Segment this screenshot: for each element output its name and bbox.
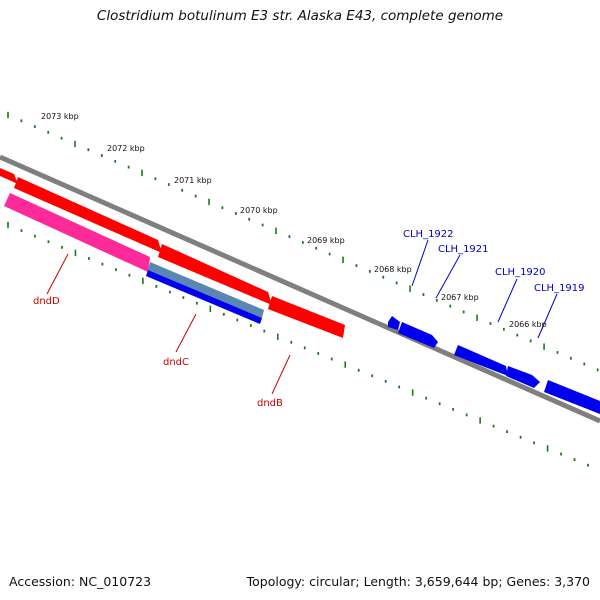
dndC-gene-lower [146,270,262,324]
tick-label: 2066 kbp [509,320,547,329]
gene-label-dndD: dndD [33,296,60,307]
map-title: Clostridium botulinum E3 str. Alaska E43… [96,8,504,24]
lower-scale-ticks [7,221,589,467]
reverse-genes [388,316,600,414]
gene-label-CLH_1919: CLH_1919 [534,283,585,294]
tick-label: 2073 kbp [41,112,79,121]
scale-tick-labels: 2073 kbp 2072 kbp 2071 kbp 2070 kbp 2069… [41,112,547,329]
tick-label: 2069 kbp [307,236,345,245]
gene-arrow [454,345,508,376]
gene-label-dndB: dndB [257,398,283,409]
gene-arrow [544,380,600,414]
gene-arrow [14,177,162,253]
tick-label: 2067 kbp [441,293,479,302]
tick-label: 2072 kbp [107,144,145,153]
label-leader-lines [46,239,558,395]
gene-arrow [268,296,345,338]
gene-arrow [506,366,540,388]
gene-name-labels: dndD dndC dndB CLH_1922 CLH_1921 CLH_192… [33,229,585,409]
tick-label: 2070 kbp [240,206,278,215]
gene-arrow [388,316,400,330]
dndC-gene-upper [148,262,264,318]
gene-arrow [158,244,272,305]
gene-label-dndC: dndC [163,357,189,368]
tick-label: 2068 kbp [374,265,412,274]
forward-genes [0,168,345,338]
upper-scale-ticks [7,111,599,372]
gene-arrow [0,168,18,184]
tick-label: 2071 kbp [174,176,212,185]
genome-backbone [0,154,600,424]
gene-label-CLH_1922: CLH_1922 [403,229,454,240]
gene-label-CLH_1920: CLH_1920 [495,267,546,278]
accession-text: Accession: NC_010723 [9,574,152,589]
dndD-gene [4,193,150,272]
gene-arrow [398,322,438,348]
genome-summary-text: Topology: circular; Length: 3,659,644 bp… [246,574,590,589]
gene-label-CLH_1921: CLH_1921 [438,244,489,255]
